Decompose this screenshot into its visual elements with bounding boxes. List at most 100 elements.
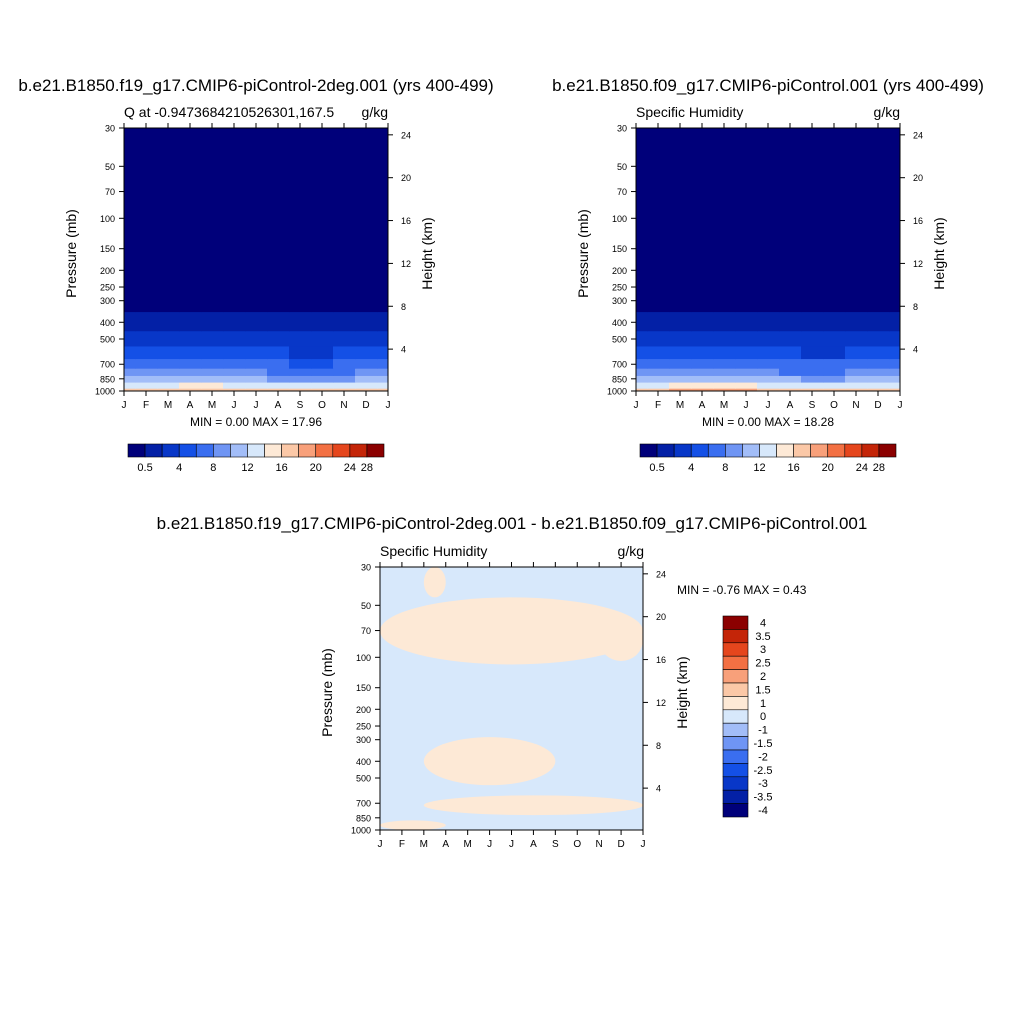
y-tick-label: 400: [100, 318, 115, 328]
colorbar-swatch: [776, 443, 794, 458]
y-axis-title: Pressure (mb): [63, 209, 79, 298]
colorbar-swatch: [349, 443, 368, 458]
panel-3-units-label: g/kg: [618, 543, 644, 559]
field-cell: [157, 188, 180, 276]
y-tick-label: 250: [612, 283, 627, 293]
field-cells: [636, 128, 900, 391]
field-cell: [636, 188, 648, 276]
panel-2-colorbar: 0.5 4 8 12 16 20 24 28: [639, 443, 897, 474]
field-cell: [201, 375, 224, 383]
x-tick-label: S: [809, 400, 816, 411]
colorbar-label: -1.5: [754, 738, 773, 750]
x-tick-label: J: [641, 839, 646, 850]
colorbar-swatch: [264, 443, 282, 458]
field-cell: [333, 345, 356, 360]
field-cell: [669, 358, 692, 369]
field-cell: [691, 330, 714, 347]
positive-region: [599, 618, 643, 661]
y-tick-label: 500: [356, 774, 371, 784]
field-cell: [801, 358, 824, 369]
field-cell: [267, 311, 290, 332]
panel-2-stats: MIN = 0.00 MAX = 18.28: [702, 415, 834, 429]
y-tick-label: 850: [356, 813, 371, 823]
field-cell: [333, 375, 356, 383]
colorbar-swatch: [673, 443, 692, 458]
field-cell: [124, 358, 136, 369]
field-cell: [779, 188, 802, 276]
field-cell: [636, 274, 648, 313]
field-cell: [889, 375, 900, 383]
y-right-tick-label: 4: [401, 345, 406, 355]
field-cell: [669, 345, 692, 360]
y-tick-label: 1000: [607, 387, 627, 397]
panel-top-right: b.e21.B1850.f09_g17.CMIP6-piControl.001 …: [552, 76, 984, 474]
colorbar-swatch: [707, 443, 726, 458]
field-cell: [735, 311, 758, 332]
panel-2-variable-label: Specific Humidity: [636, 104, 743, 120]
field-cell: [757, 311, 780, 332]
positive-region: [423, 567, 446, 598]
field-cell: [157, 311, 180, 332]
field-cell: [845, 330, 868, 347]
y-right-tick-label: 24: [656, 569, 666, 579]
x-tick-label: N: [596, 839, 603, 850]
field-cell: [669, 274, 692, 313]
colorbar-label: 20: [822, 462, 834, 474]
y-tick-label: 850: [612, 374, 627, 384]
field-cell: [779, 375, 802, 383]
field-cell: [757, 188, 780, 276]
x-tick-label: F: [655, 400, 661, 411]
field-cell: [201, 330, 224, 347]
colorbar-label: 4: [688, 462, 694, 474]
field-cell: [157, 274, 180, 313]
y-right-tick-label: 12: [656, 698, 666, 708]
field-cell: [355, 188, 378, 276]
field-cell: [377, 345, 388, 360]
colorbar-label: 0.5: [649, 462, 664, 474]
y-tick-label: 700: [612, 360, 627, 370]
field-cell: [779, 274, 802, 313]
field-cell: [691, 188, 714, 276]
x-tick-label: O: [830, 400, 838, 411]
field-cell: [889, 330, 900, 347]
x-tick-label: D: [617, 839, 624, 850]
field-cell: [713, 368, 736, 376]
field-cell: [735, 188, 758, 276]
field-cell: [779, 381, 802, 389]
y-tick-label: 200: [612, 266, 627, 276]
y-tick-label: 200: [100, 266, 115, 276]
field-cell: [135, 128, 158, 189]
field-cell: [333, 330, 356, 347]
field-cell: [889, 358, 900, 369]
field-cell: [311, 381, 334, 389]
field-cell: [867, 330, 890, 347]
field-cell: [377, 358, 388, 369]
y-right-tick-label: 16: [913, 216, 923, 226]
colorbar-swatch: [722, 629, 749, 644]
colorbar-swatch: [722, 682, 749, 697]
field-cell: [669, 375, 692, 383]
field-cell: [867, 311, 890, 332]
field-cell: [845, 368, 868, 376]
field-cell: [735, 330, 758, 347]
colorbar-swatch: [725, 443, 743, 458]
y-right-tick-label: 8: [913, 302, 918, 312]
y-right-tick-label: 8: [656, 741, 661, 751]
x-tick-label: J: [232, 400, 237, 411]
field-cell: [245, 388, 268, 391]
field-cell: [713, 345, 736, 360]
field-cell: [179, 375, 202, 383]
field-cell: [801, 375, 824, 383]
x-tick-label: S: [297, 400, 304, 411]
colorbar-swatch: [742, 443, 760, 458]
y-tick-label: 200: [356, 705, 371, 715]
field-cell: [311, 388, 334, 391]
colorbar-label: 1: [760, 698, 766, 710]
field-cell: [135, 330, 158, 347]
field-cell: [267, 358, 290, 369]
field-cell: [377, 330, 388, 347]
field-cell: [823, 128, 846, 189]
y-tick-label: 100: [100, 214, 115, 224]
field-cell: [647, 274, 670, 313]
field-cell: [867, 358, 890, 369]
